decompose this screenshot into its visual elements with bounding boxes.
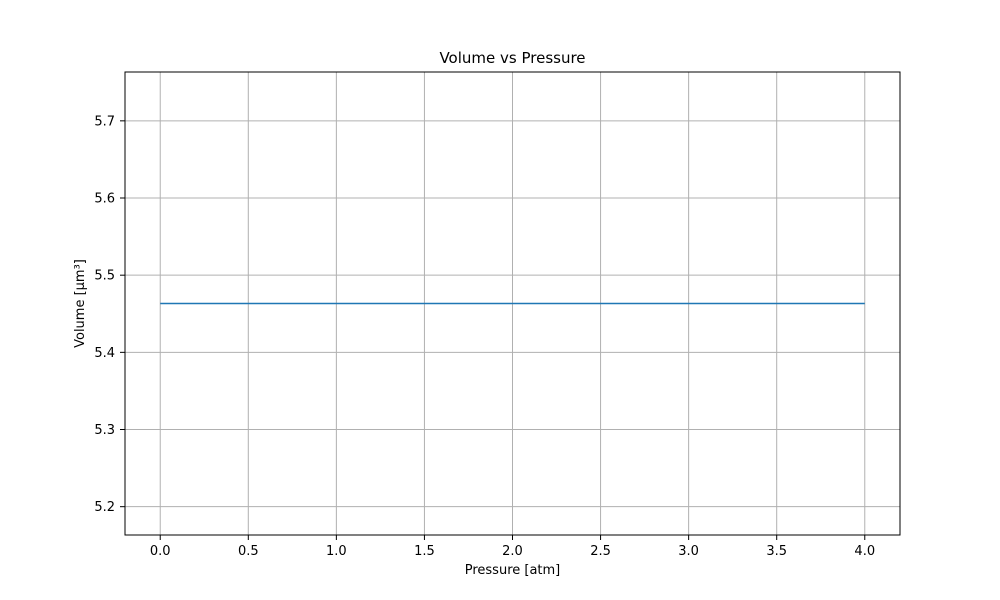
y-tick-label: 5.3 [94,423,115,438]
x-tick-label: 3.0 [678,544,699,559]
x-tick-label: 4.0 [854,544,875,559]
x-tick-label: 2.0 [502,544,523,559]
y-tick-label: 5.2 [94,500,115,515]
y-tick-label: 5.6 [94,192,115,207]
y-axis-label: Volume [µm³] [73,259,88,348]
y-tick-label: 5.7 [94,114,115,129]
y-tick-label: 5.5 [94,269,115,284]
y-axis-ticks: 5.2 5.3 5.4 5.5 5.6 5.7 [94,114,125,515]
x-axis-ticks: 0.0 0.5 1.0 1.5 2.0 2.5 3.0 3.5 4.0 [150,535,875,559]
x-tick-label: 1.0 [326,544,347,559]
x-axis-label: Pressure [atm] [465,563,561,578]
x-tick-label: 0.0 [150,544,171,559]
chart-title: Volume vs Pressure [439,49,585,67]
x-tick-label: 3.5 [766,544,787,559]
y-tick-label: 5.4 [94,346,115,361]
x-tick-label: 2.5 [590,544,611,559]
x-tick-label: 1.5 [414,544,435,559]
x-tick-label: 0.5 [238,544,259,559]
